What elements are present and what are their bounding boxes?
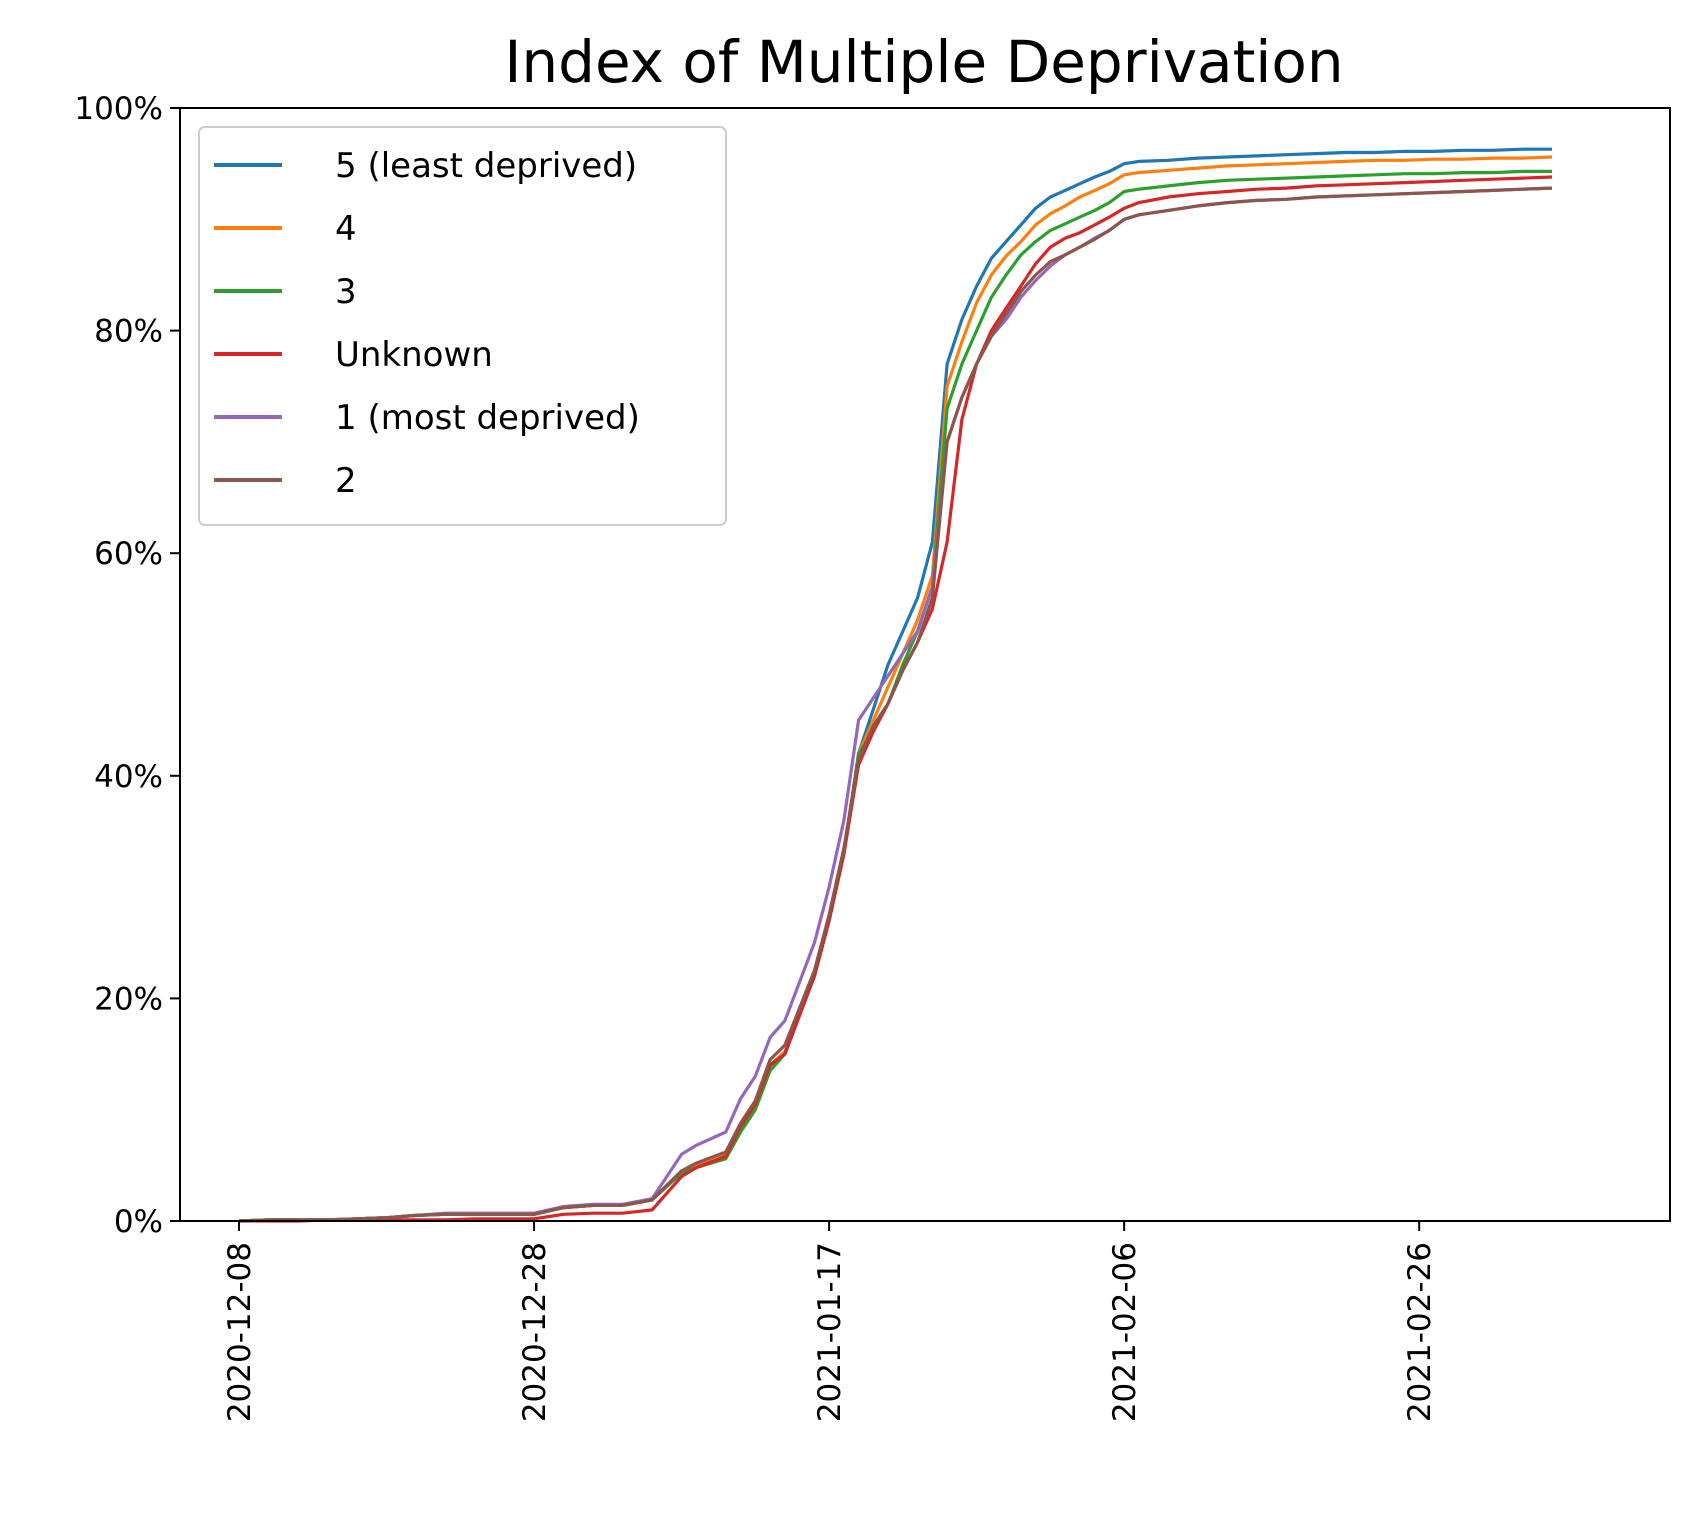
legend: 5 (least deprived) 4 3 Unknown 1 (most depri… [198,126,727,526]
legend-label: 1 (most deprived) [335,398,640,438]
legend-label: 2 [335,461,357,501]
legend-label: 4 [335,209,357,249]
x-tick-label: 2021-02-26 [1402,1242,1438,1422]
y-axis: 0% 20% 40% 60% 80% 100% [74,91,180,1240]
x-tick-label: 2020-12-28 [517,1242,553,1422]
y-tick-label: 80% [94,314,163,350]
plot-lines [238,147,1553,1223]
y-tick-label: 100% [74,91,163,127]
legend-label: Unknown [335,335,493,375]
y-tick-label: 20% [94,981,163,1017]
x-tick-label: 2020-12-08 [222,1242,258,1422]
legend-label: 3 [335,272,357,312]
y-tick-label: 0% [114,1204,163,1240]
x-tick-label: 2021-01-17 [812,1242,848,1422]
y-tick-label: 60% [94,536,163,572]
legend-label: 5 (least deprived) [335,146,637,186]
legend-box [198,126,727,526]
plot-area-frame [179,107,1671,1222]
x-axis: 2020-12-08 2020-12-28 2021-01-17 2021-02-06… [222,1221,1438,1422]
y-tick-label: 40% [94,759,163,795]
chart-title: Index of Multiple Deprivation [504,28,1343,96]
x-tick-label: 2021-02-06 [1107,1242,1143,1422]
series-line-6 [238,186,1553,1223]
